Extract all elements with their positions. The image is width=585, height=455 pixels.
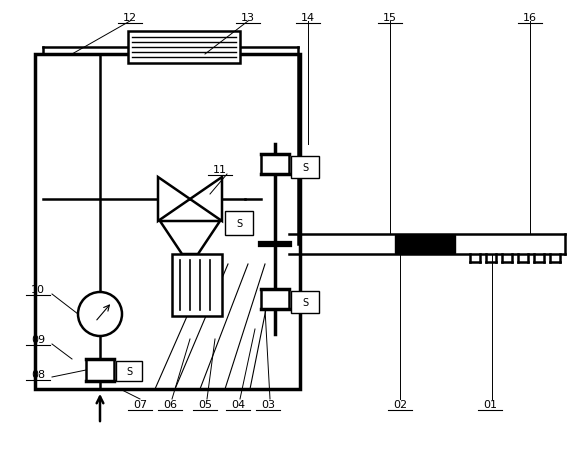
Bar <box>291 291 319 313</box>
Bar <box>395 236 455 253</box>
Bar <box>128 32 240 64</box>
Text: S: S <box>302 162 308 172</box>
Bar <box>172 254 222 316</box>
Polygon shape <box>160 222 220 254</box>
Bar <box>86 359 114 381</box>
Text: S: S <box>236 218 242 228</box>
Text: S: S <box>302 298 308 307</box>
Bar <box>116 361 142 381</box>
Bar <box>225 212 253 236</box>
Text: 07: 07 <box>133 399 147 409</box>
Text: 03: 03 <box>261 399 275 409</box>
Bar <box>35 55 300 389</box>
Text: 10: 10 <box>31 284 45 294</box>
Text: 11: 11 <box>213 165 227 175</box>
Text: 14: 14 <box>301 13 315 23</box>
Circle shape <box>78 293 122 336</box>
Text: 08: 08 <box>31 369 45 379</box>
Text: S: S <box>126 366 132 376</box>
Text: 09: 09 <box>31 334 45 344</box>
Text: 16: 16 <box>523 13 537 23</box>
Text: 02: 02 <box>393 399 407 409</box>
Text: 05: 05 <box>198 399 212 409</box>
Text: 06: 06 <box>163 399 177 409</box>
Text: 12: 12 <box>123 13 137 23</box>
Bar <box>291 157 319 179</box>
Text: 01: 01 <box>483 399 497 409</box>
Bar <box>261 155 289 175</box>
Polygon shape <box>190 177 222 222</box>
Bar <box>261 289 289 309</box>
Text: 04: 04 <box>231 399 245 409</box>
Polygon shape <box>158 177 190 222</box>
Text: 15: 15 <box>383 13 397 23</box>
Text: 13: 13 <box>241 13 255 23</box>
